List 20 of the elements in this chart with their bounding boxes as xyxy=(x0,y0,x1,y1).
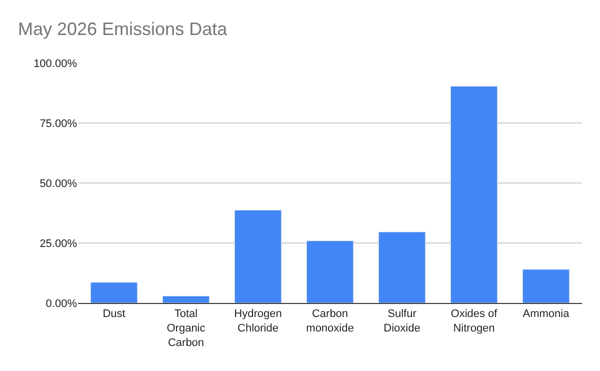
bar xyxy=(90,282,138,303)
y-tick-label: 50.00% xyxy=(40,178,78,190)
bar xyxy=(450,86,498,303)
bar xyxy=(522,269,570,303)
x-tick-label: Hydrogen Chloride xyxy=(234,308,282,334)
x-tick-label: Total Organic Carbon xyxy=(166,308,206,349)
chart-title: May 2026 Emissions Data xyxy=(18,18,228,39)
bar xyxy=(306,240,354,303)
x-tick-label: Ammonia xyxy=(522,308,570,320)
y-tick-label: 25.00% xyxy=(40,238,78,250)
x-tick-label: Oxides of Nitrogen xyxy=(450,308,498,334)
bar xyxy=(234,210,282,303)
bar xyxy=(162,296,210,303)
x-tick-label: Carbon monoxide xyxy=(306,308,354,334)
y-tick-label: 0.00% xyxy=(46,298,78,310)
y-tick-label: 100.00% xyxy=(34,58,78,70)
y-tick-label: 75.00% xyxy=(40,118,78,130)
x-tick-label: Dust xyxy=(102,308,126,320)
bar xyxy=(378,232,426,303)
x-tick-label: Sulfur Dioxide xyxy=(384,308,420,334)
